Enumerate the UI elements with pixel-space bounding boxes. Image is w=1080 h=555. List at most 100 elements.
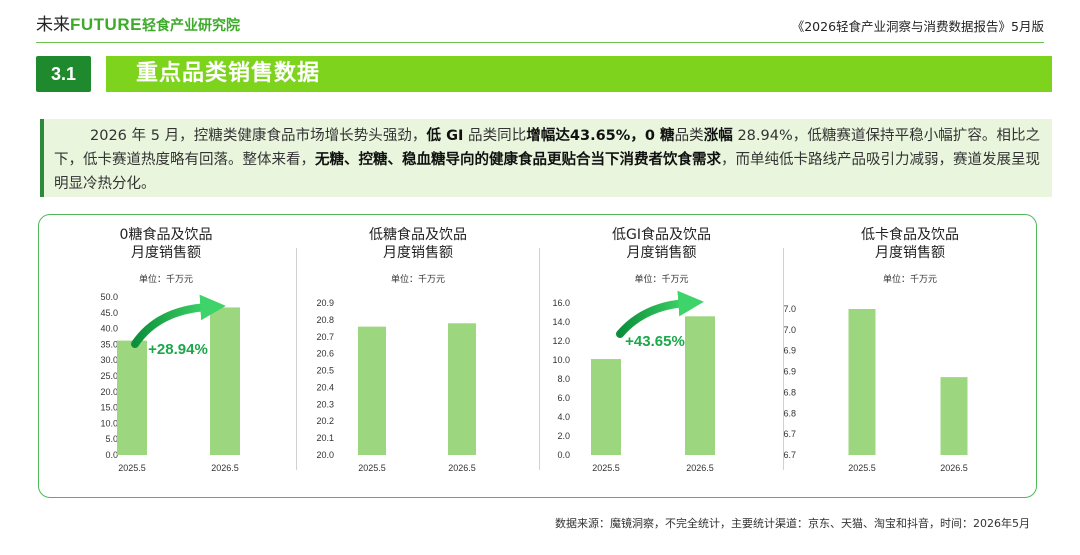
y-tick-label: 6.0 [557,393,570,403]
y-tick-label: 35.0 [100,339,118,349]
y-tick-label: 15.0 [100,403,118,413]
chart-title-line2: 月度销售额 [875,245,945,261]
y-tick-label: 20.8 [316,315,334,325]
brand-prefix: 未来 [36,15,70,35]
chart-title: 低卡食品及饮品 月度销售额 [784,226,1036,262]
chart-divider [783,248,784,470]
y-tick-label: 40.0 [100,324,118,334]
chart-svg: 0.0 2.0 4.0 6.0 8.0 10.0 12.0 14.0 16.0 2025.5 202… [552,290,715,473]
growth-label: +43.65% [625,333,685,350]
chart-title-line2: 月度销售额 [383,245,453,261]
y-tick-label: 6.9 [784,367,796,377]
y-tick-label: 20.9 [316,298,334,308]
brand-logo: 未来FUTURE轻食产业研究院 [36,10,240,35]
summary-text: 2026 年 5 月，控糖类健康食品市场增长势头强劲， [90,128,427,144]
chart-low-gi: 低GI食品及饮品 月度销售额 单位：千万元 0.0 2.0 4.0 6.0 8.0 10.… [540,214,783,498]
y-tick-label: 7.0 [784,304,796,314]
y-tick-label: 12.0 [552,336,570,346]
y-tick-label: 7.0 [784,325,796,335]
x-tick-label: 2025.5 [118,463,146,473]
y-tick-label: 45.0 [100,308,118,318]
chart-title: 低糖食品及饮品 月度销售额 [297,226,539,262]
chart-divider [296,248,297,470]
section-title: 重点品类销售数据 [136,61,321,86]
bar [591,359,621,455]
y-tick-label: 10.0 [552,355,570,365]
bar [940,377,968,455]
y-tick-label: 6.7 [784,429,796,439]
y-tick-label: 0.0 [557,450,570,460]
y-tick-label: 8.0 [557,374,570,384]
bar [848,309,876,455]
y-tick-label: 20.4 [316,382,334,392]
bar [210,307,240,455]
chart-title-line2: 月度销售额 [626,245,697,261]
chart-low-sugar: 低糖食品及饮品 月度销售额 单位：千万元 20.0 20.1 20.2 20.3 20.… [297,214,539,498]
y-tick-label: 20.5 [316,366,334,376]
summary-highlight: 增幅达43.65%，0 糖 [526,128,675,144]
y-tick-label: 4.0 [557,412,570,422]
y-tick-label: 5.0 [105,434,118,444]
chart-title-line1: 低糖食品及饮品 [369,227,467,243]
growth-arrow-icon [131,294,226,348]
x-tick-label: 2026.5 [940,463,968,473]
y-tick-label: 0.0 [105,450,118,460]
chart-svg: 0.0 5.0 10.0 15.0 20.0 25.0 30.0 35.0 40.0 45.0 50… [100,292,240,473]
charts-panel [38,214,1037,498]
x-tick-label: 2026.5 [448,463,476,473]
summary-text: 品类 [674,128,704,144]
y-tick-label: 20.1 [316,433,334,443]
chart-unit: 单位：千万元 [882,275,937,285]
y-tick-label: 6.7 [784,450,796,460]
y-tick-label: 25.0 [100,371,118,381]
y-tick-label: 6.9 [784,346,796,356]
summary-highlight: 低 GI [426,128,464,144]
section-bar: 重点品类销售数据 [106,56,1052,92]
y-tick-label: 10.0 [100,418,118,428]
y-tick-label: 6.8 [784,387,796,397]
summary-text: 品类同比 [463,128,527,144]
y-tick-label: 20.0 [316,450,334,460]
chart-title-line1: 低卡食品及饮品 [861,227,959,243]
x-tick-label: 2026.5 [211,463,239,473]
x-tick-label: 2025.5 [358,463,386,473]
chart-title-line1: 低GI食品及饮品 [612,227,711,243]
chart-svg: 6.7 6.7 6.8 6.8 6.9 6.9 7.0 7.0 2025.5 2026.5 [784,304,968,473]
y-tick-label: 20.6 [316,349,334,359]
summary-text: 28.94%，低糖赛道保持平稳小幅扩容。相比之下，低卡赛道热度略有回落。整体来看… [54,128,1041,168]
y-tick-label: 20.2 [316,416,334,426]
data-source-note: 数据来源：魔镜洞察，不完全统计，主要统计渠道：京东、天猫、淘宝和抖音，时间：20… [555,517,1030,530]
y-tick-label: 14.0 [552,317,570,327]
y-tick-label: 30.0 [100,355,118,365]
x-tick-label: 2025.5 [592,463,620,473]
y-tick-label: 50.0 [100,292,118,302]
y-tick-label: 20.3 [316,399,334,409]
chart-zero-sugar: 0糖食品及饮品 月度销售额 单位：千万元 0.0 5.0 10.0 15.0 20.0 2… [40,214,292,498]
y-tick-label: 16.0 [552,298,570,308]
y-tick-label: 6.8 [784,408,796,418]
summary-highlight: 涨幅 [703,128,733,144]
brand-future: FUTURE [70,15,142,34]
bar [448,323,476,455]
growth-label: +28.94% [148,341,208,358]
section-number: 3.1 [36,56,91,92]
chart-unit: 单位：千万元 [138,275,193,285]
y-tick-label: 2.0 [557,431,570,441]
summary-paragraph: 2026 年 5 月，控糖类健康食品市场增长势头强劲，低 GI 品类同比增幅达4… [40,119,1052,197]
bar [358,326,386,455]
chart-unit: 单位：千万元 [634,275,689,285]
bar [685,316,715,455]
chart-title-line1: 0糖食品及饮品 [119,227,213,243]
chart-divider [539,248,540,470]
page-header: 未来FUTURE轻食产业研究院 《2026轻食产业洞察与消费数据报告》5月版 [0,0,1080,44]
chart-title-line2: 月度销售额 [131,245,201,261]
chart-title: 低GI食品及饮品 月度销售额 [540,226,783,262]
report-title: 《2026轻食产业洞察与消费数据报告》5月版 [791,19,1044,34]
x-tick-label: 2026.5 [686,463,714,473]
y-tick-label: 20.7 [316,332,334,342]
y-tick-label: 20.0 [100,387,118,397]
header-divider [36,42,1044,43]
chart-title: 0糖食品及饮品 月度销售额 [40,226,292,262]
bar [117,340,147,455]
chart-unit: 单位：千万元 [390,275,445,285]
